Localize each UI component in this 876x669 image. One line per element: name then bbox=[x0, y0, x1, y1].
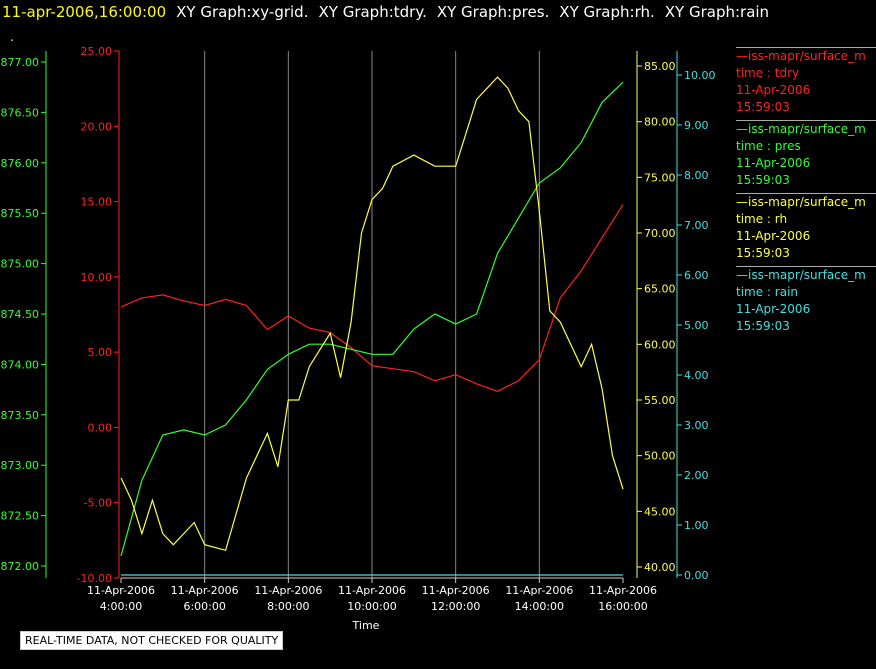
pres-tick-label: 873.00 bbox=[1, 459, 40, 472]
rh-tick-label: 65.00 bbox=[644, 283, 676, 296]
legend-time: 15:59:03 bbox=[736, 173, 790, 187]
x-axis-label: Time bbox=[352, 619, 380, 632]
legend-time: 15:59:03 bbox=[736, 246, 790, 260]
x-tick-label-date: 11-Apr-2006 bbox=[589, 584, 657, 597]
tdry-tick-label: 15.00 bbox=[81, 196, 113, 209]
x-tick-label-date: 11-Apr-2006 bbox=[505, 584, 573, 597]
legend-date: 11-Apr-2006 bbox=[736, 229, 811, 243]
rh-tick-label: 75.00 bbox=[644, 171, 676, 184]
header-timestamp: 11-apr-2006,16:00:00 bbox=[2, 3, 167, 21]
rh-tick-label: 45.00 bbox=[644, 505, 676, 518]
legend-field: time : tdry bbox=[736, 66, 800, 80]
rh-tick-label: 60.00 bbox=[644, 338, 676, 351]
rain-tick-label: 10.00 bbox=[684, 69, 716, 82]
tdry-tick-label: 10.00 bbox=[81, 271, 113, 284]
header-dot: . bbox=[10, 30, 14, 44]
legend-date: 11-Apr-2006 bbox=[736, 83, 811, 97]
header-graph-title: XY Graph:tdry. bbox=[318, 3, 427, 21]
legend-time: 15:59:03 bbox=[736, 100, 790, 114]
legend-time: 15:59:03 bbox=[736, 319, 790, 333]
rain-tick-label: 9.00 bbox=[684, 119, 709, 132]
pres-tick-label: 875.50 bbox=[1, 207, 40, 220]
x-tick-label-time: 6:00:00 bbox=[183, 600, 225, 613]
legend-line: —iss-mapr/surface_m bbox=[736, 268, 866, 282]
graph-header: 11-apr-2006,16:00:00 XY Graph:xy-grid. XY … bbox=[2, 3, 769, 23]
legend-line: —iss-mapr/surface_m bbox=[736, 195, 866, 209]
x-tick-label-date: 11-Apr-2006 bbox=[254, 584, 322, 597]
header-graph-title: XY Graph:rain bbox=[664, 3, 770, 21]
rain-tick-label: 5.00 bbox=[684, 319, 709, 332]
rh-tick-label: 40.00 bbox=[644, 561, 676, 574]
x-tick-label-time: 4:00:00 bbox=[100, 600, 142, 613]
tdry-tick-label: -10.00 bbox=[77, 572, 112, 585]
legend-date: 11-Apr-2006 bbox=[736, 302, 811, 316]
tdry-tick-label: 0.00 bbox=[88, 421, 113, 434]
rh-tick-label: 55.00 bbox=[644, 394, 676, 407]
pres-tick-label: 875.00 bbox=[1, 258, 40, 271]
legend-line: —iss-mapr/surface_m bbox=[736, 122, 866, 136]
rh-tick-label: 85.00 bbox=[644, 60, 676, 73]
rh-tick-label: 50.00 bbox=[644, 450, 676, 463]
pres-tick-label: 873.50 bbox=[1, 409, 40, 422]
legend: —iss-mapr/surface_m time : tdry 11-Apr-200… bbox=[736, 47, 876, 339]
header-graph-title: XY Graph:pres. bbox=[436, 3, 550, 21]
tdry-tick-label: 5.00 bbox=[88, 346, 113, 359]
legend-field: time : rain bbox=[736, 285, 799, 299]
rain-tick-label: 6.00 bbox=[684, 269, 709, 282]
rh-series-line bbox=[120, 76, 624, 552]
x-tick-label-date: 11-Apr-2006 bbox=[338, 584, 406, 597]
x-tick-label-date: 11-Apr-2006 bbox=[171, 584, 239, 597]
pres-series-line bbox=[120, 81, 624, 557]
rain-tick-label: 3.00 bbox=[684, 419, 709, 432]
x-tick-label-time: 8:00:00 bbox=[267, 600, 309, 613]
rain-tick-label: 1.00 bbox=[684, 519, 709, 532]
rain-tick-label: 2.00 bbox=[684, 469, 709, 482]
legend-field: time : rh bbox=[736, 212, 788, 226]
legend-line: —iss-mapr/surface_m bbox=[736, 49, 866, 63]
rain-tick-label: 0.00 bbox=[684, 569, 709, 582]
rh-tick-label: 70.00 bbox=[644, 227, 676, 240]
legend-field: time : pres bbox=[736, 139, 801, 153]
pres-tick-label: 872.00 bbox=[1, 560, 40, 573]
pres-tick-label: 876.00 bbox=[1, 157, 40, 170]
tdry-tick-label: 25.00 bbox=[81, 45, 113, 58]
tdry-tick-label: -5.00 bbox=[84, 497, 112, 510]
pres-tick-label: 877.00 bbox=[1, 56, 40, 69]
x-tick-label-time: 16:00:00 bbox=[598, 600, 647, 613]
legend-date: 11-Apr-2006 bbox=[736, 156, 811, 170]
x-tick-label-time: 14:00:00 bbox=[515, 600, 564, 613]
rain-tick-label: 7.00 bbox=[684, 219, 709, 232]
rh-tick-label: 80.00 bbox=[644, 116, 676, 129]
tdry-tick-label: 20.00 bbox=[81, 120, 113, 133]
pres-tick-label: 876.50 bbox=[1, 106, 40, 119]
header-graph-title: XY Graph:rh. bbox=[559, 3, 655, 21]
x-tick-label-time: 10:00:00 bbox=[347, 600, 396, 613]
tdry-series-line bbox=[120, 204, 624, 392]
pres-tick-label: 874.00 bbox=[1, 358, 40, 371]
x-tick-label-time: 12:00:00 bbox=[431, 600, 480, 613]
x-tick-label-date: 11-Apr-2006 bbox=[422, 584, 490, 597]
pres-tick-label: 874.50 bbox=[1, 308, 40, 321]
header-graph-title: XY Graph:xy-grid. bbox=[176, 3, 309, 21]
quality-notice: REAL-TIME DATA, NOT CHECKED FOR QUALITY bbox=[20, 631, 284, 650]
x-tick-label-date: 11-Apr-2006 bbox=[87, 584, 155, 597]
rain-tick-label: 8.00 bbox=[684, 169, 709, 182]
rain-tick-label: 4.00 bbox=[684, 369, 709, 382]
pres-tick-label: 872.50 bbox=[1, 510, 40, 523]
